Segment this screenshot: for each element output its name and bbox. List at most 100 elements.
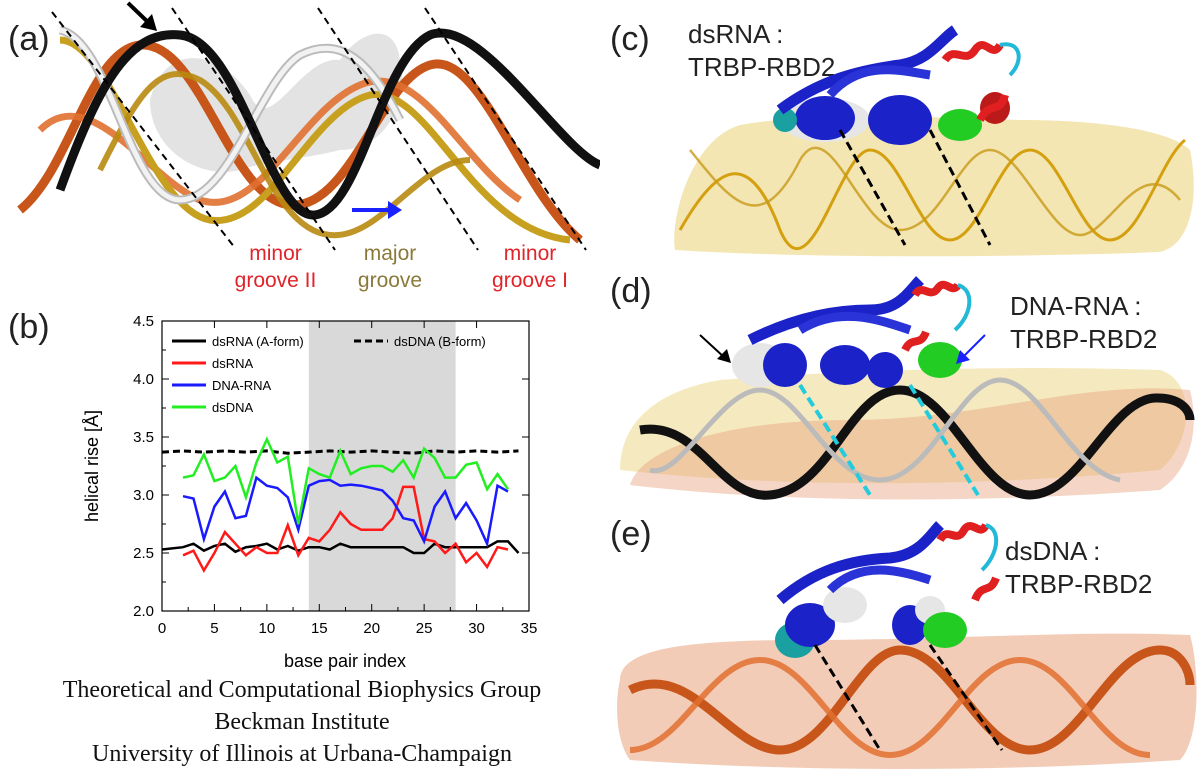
groove-guide-3: [317, 7, 479, 251]
y-tick-label-5: 4.5: [133, 313, 154, 330]
protein-loop-cyan-e: [980, 523, 999, 572]
rna-backbone-1: [678, 138, 1186, 251]
protein-green-atoms-d: [918, 342, 962, 378]
blue-arrow-shaft-d: [961, 334, 986, 359]
black-arrow-shaft-d: [699, 334, 726, 359]
complex-label-d-line-1: DNA-RNA :: [1010, 291, 1142, 321]
protein-green-atoms: [938, 109, 982, 141]
structure-dsRNA-TRBP: [674, 25, 1194, 257]
hybrid-surface-dna: [630, 388, 1194, 500]
panel-label-c: (c): [610, 20, 650, 58]
panel-label-d: (d): [610, 272, 652, 310]
footer-line-1: Theoretical and Computational Biophysics…: [62, 677, 542, 703]
protein-blue-atoms-d-2: [820, 345, 870, 385]
protein-blue-atoms-d-3: [867, 352, 903, 388]
x-tick-label-6: 30: [468, 620, 485, 637]
rna-surface: [674, 116, 1194, 257]
binding-guide-d-2: [908, 383, 980, 497]
panel-label-b: (b): [8, 308, 50, 346]
x-tick-label-0: 0: [158, 620, 166, 637]
binding-guide-e-2: [928, 644, 1004, 751]
binding-guide-e-1: [813, 644, 882, 751]
legend-label-0: dsRNA (A-form): [212, 334, 304, 349]
dna-backbone-1: [627, 645, 1195, 755]
protein-sheet-2: [826, 65, 931, 99]
helix-overlay-figure: [17, 1, 600, 251]
groove-label-major: major groove: [357, 242, 423, 292]
complex-label-d-line-2: TRBP-RBD2: [1010, 324, 1158, 354]
y-tick-label-1: 2.5: [133, 545, 154, 562]
series-line-3: [182, 475, 509, 548]
strand-white-inner: [59, 27, 403, 203]
strand-orange-2: [37, 77, 522, 206]
dna-strand-black: [639, 385, 1195, 500]
footer-line-3: University of Illinois at Urbana-Champai…: [92, 741, 512, 767]
protein-helix-red-e-2: [971, 576, 1000, 602]
series-line-2: [182, 485, 509, 573]
complex-label-e-line-2: TRBP-RBD2: [1005, 569, 1153, 599]
complex-label-e-line-1: dsDNA :: [1005, 536, 1101, 566]
binding-guide-2: [928, 129, 992, 246]
protein-blue-atoms-e-1: [785, 603, 835, 647]
protein-white-atoms-e: [823, 587, 867, 623]
groove-guide-1: [51, 11, 236, 249]
groove-guide-4: [424, 7, 587, 251]
groove-guide-2: [171, 7, 336, 251]
protein-helix-red-d-2: [901, 330, 930, 353]
y-tick-label-2: 3.0: [133, 487, 154, 504]
complex-label-c: dsRNA : TRBP-RBD2: [688, 18, 835, 84]
dna-backbone-2: [629, 656, 1151, 759]
complex-label-c-line-2: TRBP-RBD2: [688, 52, 836, 82]
protein-teal-atoms: [773, 108, 797, 132]
dna-surface: [617, 633, 1197, 769]
protein-sheet-e-2: [826, 565, 932, 594]
x-axis-label: base pair index: [284, 651, 406, 671]
rna-backbone-2: [689, 146, 1181, 237]
complex-label-e: dsDNA : TRBP-RBD2: [1005, 535, 1152, 601]
legend-label-3: DNA-RNA: [212, 378, 272, 393]
groove-label-minor-ii: minor groove II: [234, 242, 317, 292]
protein-helix-red-d-1: [911, 280, 962, 298]
series-line-0: [161, 540, 520, 555]
legend-label-2: dsRNA: [212, 356, 254, 371]
x-tick-label-5: 25: [416, 620, 433, 637]
helical-rise-chart: 0 5 10 15 20 25 30 35 2.0 2.5 3.0 3.5 4.0 4.5 dsRNA (…: [82, 313, 538, 671]
x-tick-label-1: 5: [210, 620, 218, 637]
legend-label-1: dsDNA (B-form): [394, 334, 486, 349]
panel-label-e: (e): [610, 515, 652, 553]
protein-helix-red-e-1: [936, 522, 990, 543]
protein-blue-atoms-d-1: [763, 343, 807, 387]
protein-green-atoms-e: [923, 612, 967, 648]
protein-sheet-d-1: [747, 276, 925, 345]
footer-line-2: Beckman Institute: [214, 709, 390, 735]
hybrid-surface-rna: [620, 368, 1187, 484]
protein-loop-cyan: [999, 42, 1021, 77]
rna-strand-grey: [649, 377, 1121, 483]
protein-sheet-e-1: [776, 521, 945, 605]
binding-guide-1: [838, 129, 907, 246]
complex-label-c-line-1: dsRNA :: [688, 19, 784, 49]
structure-dsDNA-TRBP: [617, 521, 1197, 769]
legend-label-4: dsDNA: [212, 400, 254, 415]
groove-label-minor-i: minor groove I: [492, 242, 568, 292]
panel-label-a: (a): [8, 20, 50, 58]
complex-label-d: DNA-RNA : TRBP-RBD2: [1010, 290, 1157, 356]
y-axis-label: helical rise [Å]: [82, 410, 102, 522]
blue-arrow-head: [388, 201, 402, 219]
x-tick-label-4: 20: [363, 620, 380, 637]
protein-blue-atoms-2: [868, 95, 932, 145]
protein-blue-atoms-1: [795, 96, 855, 140]
series-line-4: [182, 436, 510, 525]
strand-gold-2: [97, 71, 471, 239]
y-tick-label-0: 2.0: [133, 603, 154, 620]
structure-DNA-RNA-TRBP: [620, 276, 1195, 500]
y-tick-label-4: 4.0: [133, 371, 154, 388]
x-tick-label-2: 10: [259, 620, 276, 637]
binding-guide-d-1: [798, 383, 872, 497]
strand-black: [55, 28, 600, 220]
protein-helix-red-1: [941, 41, 1004, 63]
x-tick-label-3: 15: [311, 620, 328, 637]
x-tick-label-7: 35: [521, 620, 538, 637]
protein-sheet-d-2: [797, 311, 912, 335]
y-tick-label-3: 3.5: [133, 429, 154, 446]
